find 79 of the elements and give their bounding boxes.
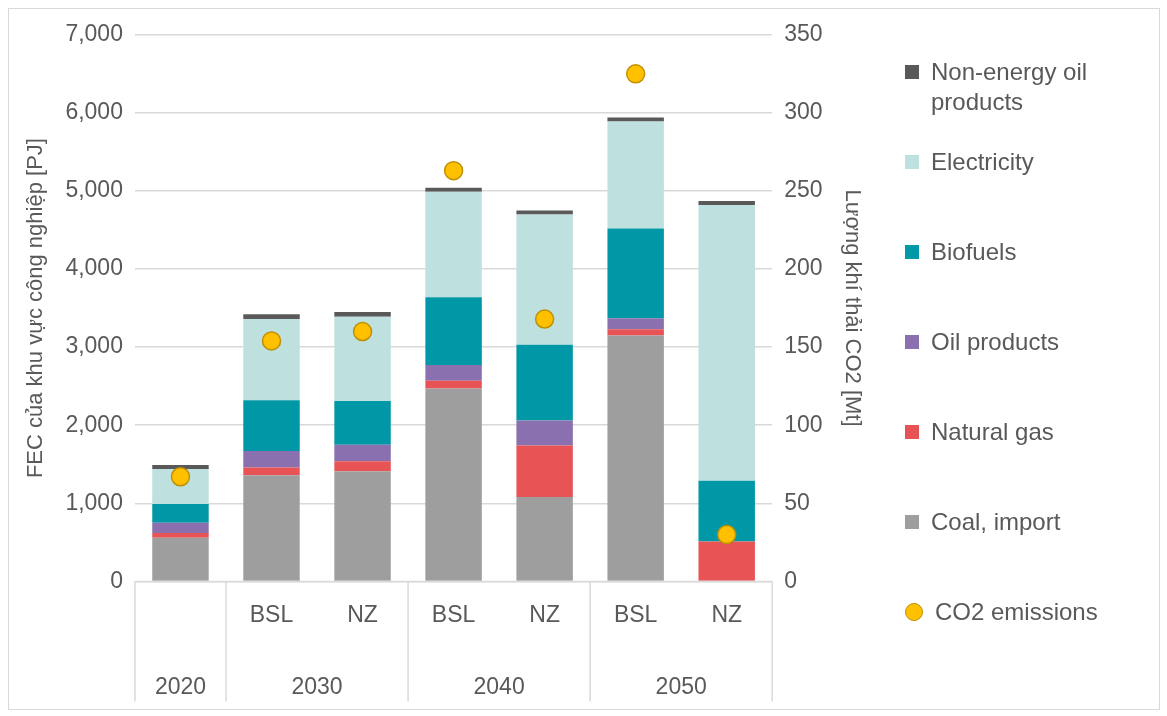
y-axis-title: FEC của khu vực công nghiệp [PJ]	[22, 138, 48, 479]
bar	[698, 480, 755, 542]
point	[625, 64, 646, 84]
bar	[152, 465, 209, 469]
y2-axis-title: Lượng khí thải CO2 [Mt]	[840, 189, 866, 427]
bar	[516, 210, 573, 215]
point	[534, 309, 555, 329]
y2-tick-label: 100	[784, 410, 823, 437]
bar	[607, 228, 664, 319]
bar	[698, 201, 755, 206]
text: 2040	[473, 672, 525, 699]
legend-label: Non-energy oil products	[931, 57, 1089, 117]
y2-tick-label: 250	[784, 176, 823, 203]
bar	[243, 400, 300, 451]
bar	[516, 445, 573, 498]
x-tick-label: BSL	[613, 600, 658, 627]
y2-tick-label: 350	[784, 20, 823, 47]
bar	[607, 318, 664, 330]
bar	[425, 380, 482, 389]
point	[352, 321, 373, 342]
bar	[334, 471, 391, 581]
bar	[152, 532, 209, 538]
y2-tick-label: 200	[784, 254, 823, 281]
bar	[334, 444, 391, 462]
y-tick-label: 0	[110, 566, 123, 593]
x-tick-label: NZ	[347, 600, 378, 627]
y2-tick-label: 150	[784, 332, 823, 359]
text: 2030	[291, 672, 343, 699]
y-tick-label: 6,000	[65, 98, 123, 125]
legend-label: Biofuels	[931, 237, 1017, 267]
y-tick-label: 7,000	[65, 20, 123, 47]
bar	[516, 497, 573, 581]
bar	[516, 214, 573, 345]
bar	[607, 335, 664, 581]
bar	[152, 522, 209, 533]
bar	[698, 205, 755, 481]
text: 2050	[655, 672, 707, 699]
bar	[243, 475, 300, 581]
bar	[334, 316, 391, 402]
bar	[334, 461, 391, 472]
point	[261, 331, 282, 351]
bar	[152, 537, 209, 581]
legend-label: Electricity	[931, 147, 1034, 177]
y-tick-label: 1,000	[65, 488, 123, 515]
y-tick-label: 3,000	[65, 332, 123, 359]
y2-tick-label: 300	[784, 98, 823, 125]
y-tick-label: 5,000	[65, 176, 123, 203]
x-tick-label: NZ	[529, 600, 560, 627]
bar	[425, 297, 482, 366]
bar	[152, 504, 209, 523]
bar	[334, 312, 391, 317]
bar	[516, 420, 573, 446]
bar	[607, 329, 664, 336]
legend-label: CO2 emissions	[935, 597, 1098, 627]
x-tick-label: NZ	[711, 600, 743, 627]
bar	[425, 388, 482, 581]
bar	[698, 541, 755, 581]
legend-label: Natural gas	[931, 417, 1054, 447]
bar	[243, 319, 300, 401]
bar	[516, 344, 573, 421]
text: 2020	[154, 672, 207, 699]
x-tick-label: BSL	[249, 600, 294, 627]
bar	[425, 187, 482, 192]
y2-tick-label: 0	[784, 566, 798, 593]
bar	[243, 314, 300, 320]
bar	[243, 451, 300, 468]
bar	[425, 191, 482, 298]
bar	[425, 365, 482, 381]
bar	[607, 121, 664, 229]
y-tick-label: 4,000	[65, 254, 123, 281]
y-tick-label: 2,000	[65, 410, 123, 437]
legend-label: Coal, import	[931, 507, 1061, 537]
legend-label: Oil products	[931, 327, 1060, 357]
x-tick-label: BSL	[431, 600, 476, 627]
y2-tick-label: 50	[784, 488, 810, 515]
bar	[334, 401, 391, 445]
point	[443, 160, 464, 181]
point	[716, 524, 737, 545]
bar	[243, 467, 300, 476]
